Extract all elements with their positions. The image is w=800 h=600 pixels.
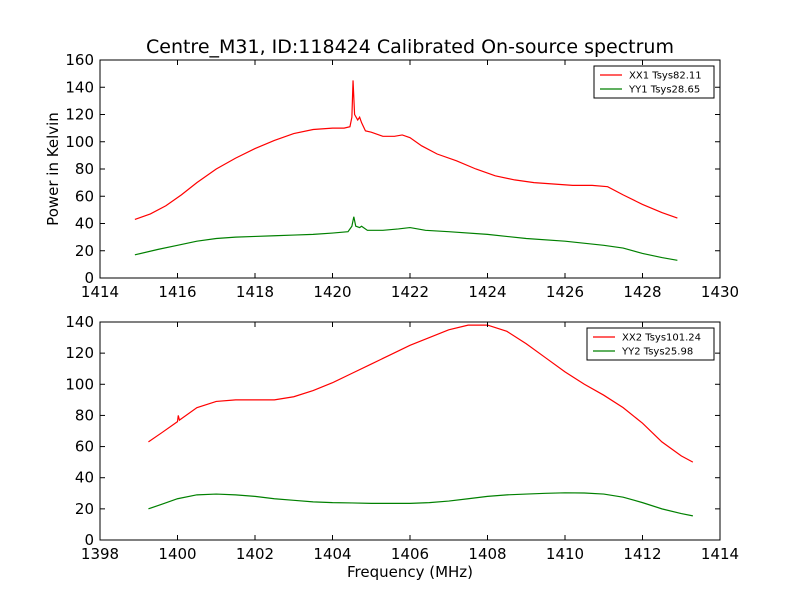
legend-box [586, 327, 715, 361]
y-tick-label: 140 [65, 313, 94, 331]
x-tick-label: 1404 [313, 545, 351, 563]
legend: XX2 Tsys101.24 YY2 Tsys25.98 [586, 327, 715, 361]
y-tick-label: 140 [65, 78, 94, 96]
bottom-spectrum-panel: 1398 1400 1402 1404 1406 1408 1410 1412 1414 0 20 4… [65, 313, 739, 581]
x-tick-label: 1408 [468, 545, 506, 563]
series-line-yy1 [134, 216, 678, 261]
y-tick-label: 60 [75, 187, 94, 205]
y-tick-label: 160 [65, 51, 94, 69]
y-tick-label: 20 [75, 500, 94, 518]
legend-box [593, 65, 715, 99]
y-tick-label: 0 [84, 269, 94, 287]
legend-label: XX2 Tsys101.24 [622, 333, 701, 344]
y-tick-label: 100 [65, 375, 94, 393]
y-tick-label: 40 [75, 215, 94, 233]
y-tick-label: 60 [75, 438, 94, 456]
legend-label: XX1 Tsys82.11 [629, 71, 702, 82]
top-spectrum-panel: 1414 1416 1418 1420 1422 1424 1426 1428 1430 0 20 4… [44, 51, 739, 301]
legend-label: YY1 Tsys28.65 [628, 85, 700, 96]
y-tick-label: 80 [75, 406, 94, 424]
y-tick-label: 120 [65, 344, 94, 362]
legend-label: YY2 Tsys25.98 [621, 347, 693, 358]
x-tick-label: 1406 [391, 545, 429, 563]
x-tick-label: 1420 [313, 283, 351, 301]
x-tick-label: 1402 [236, 545, 274, 563]
x-tick-label: 1428 [623, 283, 661, 301]
x-axis-title: Frequency (MHz) [347, 563, 473, 581]
x-tick-label: 1424 [468, 283, 506, 301]
y-tick-label: 40 [75, 469, 94, 487]
x-tick-label: 1412 [623, 545, 661, 563]
x-tick-label: 1422 [391, 283, 429, 301]
y-tick-label: 80 [75, 160, 94, 178]
series-line-xx2 [148, 324, 694, 463]
figure-title: Centre_M31, ID:118424 Calibrated On-sour… [146, 36, 674, 58]
x-tick-label: 1410 [546, 545, 584, 563]
x-tick-label: 1418 [236, 283, 274, 301]
legend: XX1 Tsys82.11 YY1 Tsys28.65 [593, 65, 715, 99]
y-tick-label: 0 [84, 531, 94, 549]
x-tick-label: 1426 [546, 283, 584, 301]
x-tick-label: 1430 [701, 283, 739, 301]
x-tick-label: 1400 [158, 545, 196, 563]
y-tick-label: 100 [65, 133, 94, 151]
y-tick-label: 20 [75, 242, 94, 260]
y-axis-title: Power in Kelvin [44, 112, 62, 226]
series-line-xx1 [134, 80, 678, 220]
series-line-yy2 [148, 492, 693, 517]
x-tick-label: 1414 [81, 283, 119, 301]
x-tick-label: 1414 [701, 545, 739, 563]
x-tick-label: 1398 [81, 545, 119, 563]
y-tick-label: 120 [65, 106, 94, 124]
x-tick-label: 1416 [158, 283, 196, 301]
